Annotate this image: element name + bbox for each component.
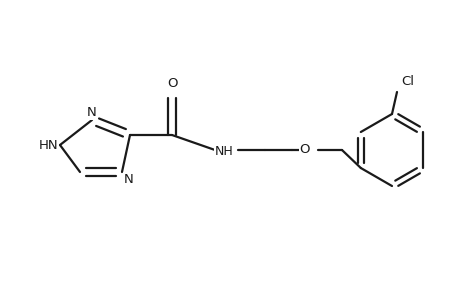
Text: NH: NH	[214, 145, 233, 158]
Text: N: N	[124, 173, 134, 186]
Text: N: N	[87, 106, 97, 119]
Text: HN: HN	[38, 139, 58, 152]
Text: O: O	[299, 142, 309, 155]
Text: Cl: Cl	[400, 75, 413, 88]
Text: O: O	[167, 77, 177, 90]
